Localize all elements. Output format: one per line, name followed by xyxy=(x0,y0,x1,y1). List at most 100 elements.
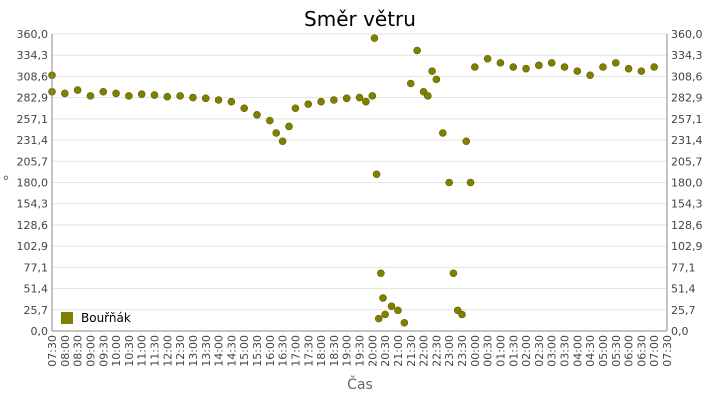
y-tick-label-right: 308,6 xyxy=(671,70,703,83)
y-tick-labels-left: 0,0 25,7 51,4 77,1 102,9 128,6 154,3 180,0 205,7… xyxy=(17,28,49,338)
legend-swatch xyxy=(61,312,73,324)
x-tick-label: 09:00 xyxy=(84,335,97,367)
chart-title: Směr větru xyxy=(304,7,416,31)
data-point xyxy=(73,86,82,94)
x-tick-label: 07:30 xyxy=(46,335,59,367)
data-point xyxy=(86,92,95,100)
data-point xyxy=(272,129,281,137)
data-point xyxy=(624,64,633,73)
data-point xyxy=(458,310,466,319)
y-tick-label-right: 51,4 xyxy=(671,283,696,296)
data-point xyxy=(413,46,421,55)
x-tick-label: 03:30 xyxy=(559,335,572,367)
data-point xyxy=(278,137,287,146)
data-point xyxy=(368,92,377,100)
y-tick-label-left: 154,3 xyxy=(17,198,49,211)
data-point xyxy=(438,129,447,137)
data-point xyxy=(317,97,325,106)
data-point xyxy=(372,170,381,179)
data-point xyxy=(547,59,556,67)
data-point xyxy=(112,89,120,98)
x-tick-label: 16:30 xyxy=(277,335,290,367)
y-tick-label-right: 102,9 xyxy=(671,240,703,253)
x-tick-label: 01:30 xyxy=(507,335,520,367)
y-tick-label-right: 205,7 xyxy=(671,155,703,168)
x-tick-label: 07:30 xyxy=(661,335,674,367)
x-tick-label: 19:00 xyxy=(341,335,354,367)
x-tick-label: 16:00 xyxy=(264,335,277,367)
x-tick-label: 14:30 xyxy=(225,335,238,367)
x-tick-label: 12:00 xyxy=(161,335,174,367)
y-tick-label-right: 257,1 xyxy=(671,113,703,126)
y-tick-label-left: 180,0 xyxy=(17,177,49,190)
y-tick-label-left: 334,3 xyxy=(17,49,49,62)
data-point xyxy=(330,96,338,104)
data-point xyxy=(466,178,475,187)
x-tick-label: 14:00 xyxy=(213,335,226,367)
y-tick-label-left: 51,4 xyxy=(24,283,49,296)
y-tick-label-right: 128,6 xyxy=(671,219,703,232)
data-point xyxy=(253,111,261,119)
data-point xyxy=(266,116,274,125)
data-point xyxy=(573,67,582,75)
data-point xyxy=(125,92,133,100)
data-point xyxy=(586,71,594,80)
x-tick-label: 17:00 xyxy=(289,335,302,367)
data-point xyxy=(445,178,453,187)
x-tick-label: 21:30 xyxy=(405,335,418,367)
data-point xyxy=(424,92,432,100)
y-tick-label-left: 0,0 xyxy=(31,325,49,338)
y-tick-label-left: 257,1 xyxy=(17,113,49,126)
y-tick-label-left: 308,6 xyxy=(17,70,49,83)
x-tick-label: 07:00 xyxy=(648,335,661,367)
x-tick-label: 05:30 xyxy=(610,335,623,367)
x-tick-labels: 07:30 08:00 08:30 09:00 09:30 10:00 10:30 11:00… xyxy=(46,335,674,367)
data-point xyxy=(285,122,293,131)
data-point xyxy=(496,59,505,67)
y-tick-label-right: 282,9 xyxy=(671,92,703,105)
x-tick-label: 11:30 xyxy=(149,335,162,367)
y-tick-label-right: 77,1 xyxy=(671,261,696,274)
x-tick-label: 18:30 xyxy=(328,335,341,367)
y-tick-label-left: 282,9 xyxy=(17,92,49,105)
data-point xyxy=(449,269,458,278)
data-point xyxy=(483,54,492,63)
data-point xyxy=(560,63,569,71)
data-point xyxy=(291,104,300,113)
y-tick-label-left: 102,9 xyxy=(17,240,49,253)
data-point xyxy=(355,93,364,102)
y-axis-title: ° xyxy=(3,174,10,190)
data-point xyxy=(99,87,108,96)
x-tick-label: 13:30 xyxy=(200,335,213,367)
data-point xyxy=(379,294,387,302)
y-tick-label-left: 231,4 xyxy=(17,134,49,147)
x-tick-label: 04:30 xyxy=(584,335,597,367)
x-tick-label: 20:30 xyxy=(379,335,392,367)
y-tick-label-right: 0,0 xyxy=(671,325,689,338)
data-point xyxy=(462,137,471,146)
y-tick-label-right: 360,0 xyxy=(671,28,703,41)
x-tick-label: 20:00 xyxy=(366,335,379,367)
data-point xyxy=(381,310,389,319)
y-tick-labels-right: 0,0 25,7 51,4 77,1 102,9 128,6 154,3 180,0 205,7… xyxy=(671,28,703,338)
x-tick-label: 02:00 xyxy=(520,335,533,367)
data-point xyxy=(406,79,415,88)
data-point xyxy=(227,97,236,106)
x-tick-label: 12:30 xyxy=(174,335,187,367)
x-tick-label: 19:30 xyxy=(354,335,367,367)
x-tick-label: 15:30 xyxy=(251,335,264,367)
x-tick-label: 22:00 xyxy=(418,335,431,367)
data-point xyxy=(150,91,159,99)
y-tick-label-left: 25,7 xyxy=(24,304,49,317)
x-tick-label: 08:00 xyxy=(59,335,72,367)
x-tick-label: 21:00 xyxy=(392,335,405,367)
data-point xyxy=(176,92,184,100)
data-point xyxy=(611,59,620,67)
x-tick-label: 23:30 xyxy=(456,335,469,367)
x-tick-label: 17:30 xyxy=(302,335,315,367)
x-tick-label: 06:30 xyxy=(635,335,648,367)
legend: Bouřňák xyxy=(61,311,131,325)
data-point xyxy=(509,63,518,71)
